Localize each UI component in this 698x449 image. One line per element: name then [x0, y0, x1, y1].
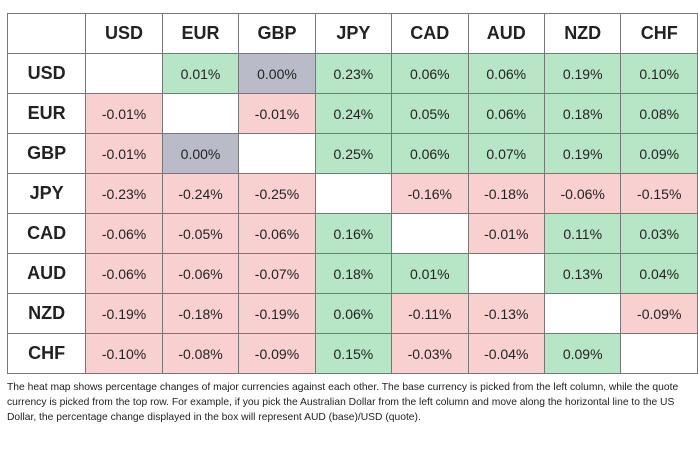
heat-cell: -0.04% [467, 333, 545, 374]
heat-cell: 0.00% [161, 133, 240, 174]
heat-cell: 0.25% [314, 133, 393, 174]
row-header: EUR [6, 93, 87, 134]
column-header: USD [85, 13, 163, 54]
heat-cell: -0.23% [85, 173, 163, 214]
column-header: CAD [391, 13, 469, 54]
table-row: CAD -0.06% -0.05% -0.06% 0.16% -0.01% 0.11% 0.0… [6, 213, 698, 254]
heat-cell: -0.07% [238, 253, 316, 294]
heat-cell: -0.18% [467, 173, 545, 214]
heat-cell: -0.06% [161, 253, 240, 294]
row-header: CAD [6, 213, 87, 254]
column-header: EUR [161, 13, 240, 54]
heat-cell: 0.19% [543, 133, 622, 174]
heat-cell: 0.07% [467, 133, 545, 174]
heat-cell: -0.01% [85, 93, 163, 134]
heat-cell: -0.09% [238, 333, 316, 374]
heat-cell: 0.15% [314, 333, 393, 374]
heat-cell: -0.10% [85, 333, 163, 374]
row-header: GBP [6, 133, 87, 174]
heat-cell: 0.18% [314, 253, 393, 294]
heat-cell: 0.06% [467, 53, 545, 94]
row-header: AUD [6, 253, 87, 294]
heat-cell: -0.01% [238, 93, 316, 134]
heat-cell [543, 293, 622, 334]
table-row: USD 0.01% 0.00% 0.23% 0.06% 0.06% 0.19% 0.10% [6, 53, 698, 94]
heat-cell: 0.11% [543, 213, 622, 254]
heat-cell: -0.19% [238, 293, 316, 334]
heat-cell: -0.16% [391, 173, 469, 214]
heat-cell: -0.01% [467, 213, 545, 254]
column-header: NZD [543, 13, 622, 54]
heat-cell: 0.01% [161, 53, 240, 94]
heat-cell: 0.05% [391, 93, 469, 134]
heat-cell: -0.05% [161, 213, 240, 254]
heat-cell: 0.18% [543, 93, 622, 134]
heat-cell: 0.06% [391, 133, 469, 174]
column-header: CHF [620, 13, 698, 54]
header-row: USD EUR GBP JPY CAD AUD NZD CHF [6, 13, 698, 54]
heat-cell: 0.24% [314, 93, 393, 134]
table-row: CHF -0.10% -0.08% -0.09% 0.15% -0.03% -0.04% 0.… [6, 333, 698, 374]
row-header: JPY [6, 173, 87, 214]
heat-cell: -0.25% [238, 173, 316, 214]
heatmap-table: USD EUR GBP JPY CAD AUD NZD CHF USD 0.01% 0.00% 0.2… [6, 13, 698, 374]
heat-cell: -0.11% [391, 293, 469, 334]
heat-cell: 0.08% [620, 93, 698, 134]
heat-cell: 0.04% [620, 253, 698, 294]
heat-cell: 0.01% [391, 253, 469, 294]
footnote: The heat map shows percentage changes of… [7, 382, 679, 423]
heat-cell [467, 253, 545, 294]
table-row: GBP -0.01% 0.00% 0.25% 0.06% 0.07% 0.19% 0.09% [6, 133, 698, 174]
heat-cell: -0.08% [161, 333, 240, 374]
heat-cell: 0.06% [314, 293, 393, 334]
heat-cell: -0.06% [85, 213, 163, 254]
heat-cell [314, 173, 393, 214]
row-header: NZD [6, 293, 87, 334]
heat-cell: 0.00% [238, 53, 316, 94]
heat-cell [85, 53, 163, 94]
heat-cell: 0.13% [543, 253, 622, 294]
column-header: GBP [238, 13, 316, 54]
heat-cell: -0.13% [467, 293, 545, 334]
heat-cell: -0.06% [543, 173, 622, 214]
heat-cell: 0.16% [314, 213, 393, 254]
table-row: AUD -0.06% -0.06% -0.07% 0.18% 0.01% 0.13% 0.04… [6, 253, 698, 294]
heat-cell: -0.09% [620, 293, 698, 334]
heat-cell: -0.19% [85, 293, 163, 334]
table-row: EUR -0.01% -0.01% 0.24% 0.05% 0.06% 0.18% 0.08% [6, 93, 698, 134]
heat-cell: -0.06% [238, 213, 316, 254]
heat-cell: -0.06% [85, 253, 163, 294]
heat-cell: 0.09% [543, 333, 622, 374]
column-header: AUD [467, 13, 545, 54]
corner-cell [6, 13, 87, 54]
heat-cell: 0.19% [543, 53, 622, 94]
heat-cell: 0.06% [391, 53, 469, 94]
heat-cell: -0.24% [161, 173, 240, 214]
heat-cell: 0.09% [620, 133, 698, 174]
heat-cell [161, 93, 240, 134]
table-row: NZD -0.19% -0.18% -0.19% 0.06% -0.11% -0.13% -0… [6, 293, 698, 334]
heat-cell [391, 213, 469, 254]
heat-cell: -0.18% [161, 293, 240, 334]
heat-cell: 0.23% [314, 53, 393, 94]
table-row: JPY -0.23% -0.24% -0.25% -0.16% -0.18% -0.06% -… [6, 173, 698, 214]
heat-cell: -0.03% [391, 333, 469, 374]
heat-cell: 0.06% [467, 93, 545, 134]
heat-cell: 0.10% [620, 53, 698, 94]
row-header: USD [6, 53, 87, 94]
heat-cell: -0.01% [85, 133, 163, 174]
column-header: JPY [314, 13, 393, 54]
heat-cell: -0.15% [620, 173, 698, 214]
heat-cell [620, 333, 698, 374]
heat-cell: 0.03% [620, 213, 698, 254]
row-header: CHF [6, 333, 87, 374]
heat-cell [238, 133, 316, 174]
